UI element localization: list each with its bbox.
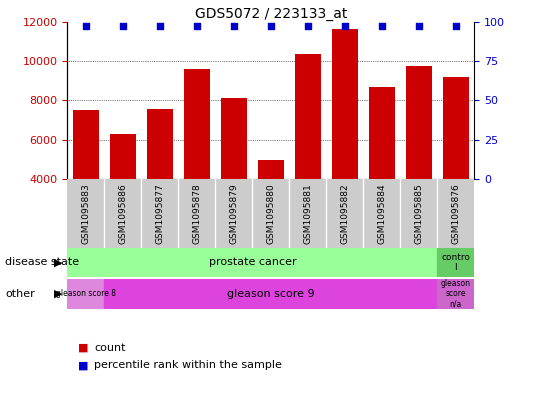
Text: GSM1095878: GSM1095878 xyxy=(192,183,202,244)
Text: GSM1095884: GSM1095884 xyxy=(377,183,386,244)
Text: percentile rank within the sample: percentile rank within the sample xyxy=(94,360,282,371)
Bar xyxy=(67,279,105,309)
Point xyxy=(377,23,386,29)
Bar xyxy=(443,77,469,257)
Point xyxy=(81,23,90,29)
Bar xyxy=(258,160,284,257)
Text: ■: ■ xyxy=(78,343,88,353)
Bar xyxy=(437,279,474,309)
Point xyxy=(192,23,201,29)
Text: GSM1095881: GSM1095881 xyxy=(303,183,312,244)
Bar xyxy=(332,29,358,257)
Text: prostate cancer: prostate cancer xyxy=(209,257,296,267)
Bar xyxy=(406,66,432,257)
Text: GSM1095885: GSM1095885 xyxy=(414,183,423,244)
Text: ▶: ▶ xyxy=(53,257,62,267)
Bar xyxy=(221,98,247,257)
Text: GSM1095879: GSM1095879 xyxy=(230,183,238,244)
Point xyxy=(119,23,127,29)
Text: contro
l: contro l xyxy=(441,253,470,272)
Text: disease state: disease state xyxy=(5,257,80,267)
Title: GDS5072 / 223133_at: GDS5072 / 223133_at xyxy=(195,7,347,20)
Text: GSM1095880: GSM1095880 xyxy=(266,183,275,244)
Text: count: count xyxy=(94,343,126,353)
Text: GSM1095877: GSM1095877 xyxy=(155,183,164,244)
Text: gleason
score
n/a: gleason score n/a xyxy=(441,279,471,309)
Point xyxy=(414,23,423,29)
Bar xyxy=(184,69,210,257)
Text: GSM1095886: GSM1095886 xyxy=(119,183,127,244)
Point xyxy=(452,23,460,29)
Text: gleason score 8: gleason score 8 xyxy=(56,289,116,298)
Text: ▶: ▶ xyxy=(53,289,62,299)
Point xyxy=(230,23,238,29)
Bar xyxy=(147,109,173,257)
Text: other: other xyxy=(5,289,35,299)
Text: GSM1095883: GSM1095883 xyxy=(81,183,91,244)
Text: GSM1095882: GSM1095882 xyxy=(340,183,349,244)
Point xyxy=(341,23,349,29)
Point xyxy=(156,23,164,29)
Bar xyxy=(437,248,474,277)
Bar xyxy=(295,54,321,257)
Bar xyxy=(105,279,437,309)
Bar xyxy=(369,87,395,257)
Bar xyxy=(110,134,136,257)
Text: GSM1095876: GSM1095876 xyxy=(451,183,460,244)
Text: gleason score 9: gleason score 9 xyxy=(227,289,315,299)
Point xyxy=(303,23,312,29)
Bar xyxy=(73,110,99,257)
Text: ■: ■ xyxy=(78,360,88,371)
Point xyxy=(266,23,275,29)
